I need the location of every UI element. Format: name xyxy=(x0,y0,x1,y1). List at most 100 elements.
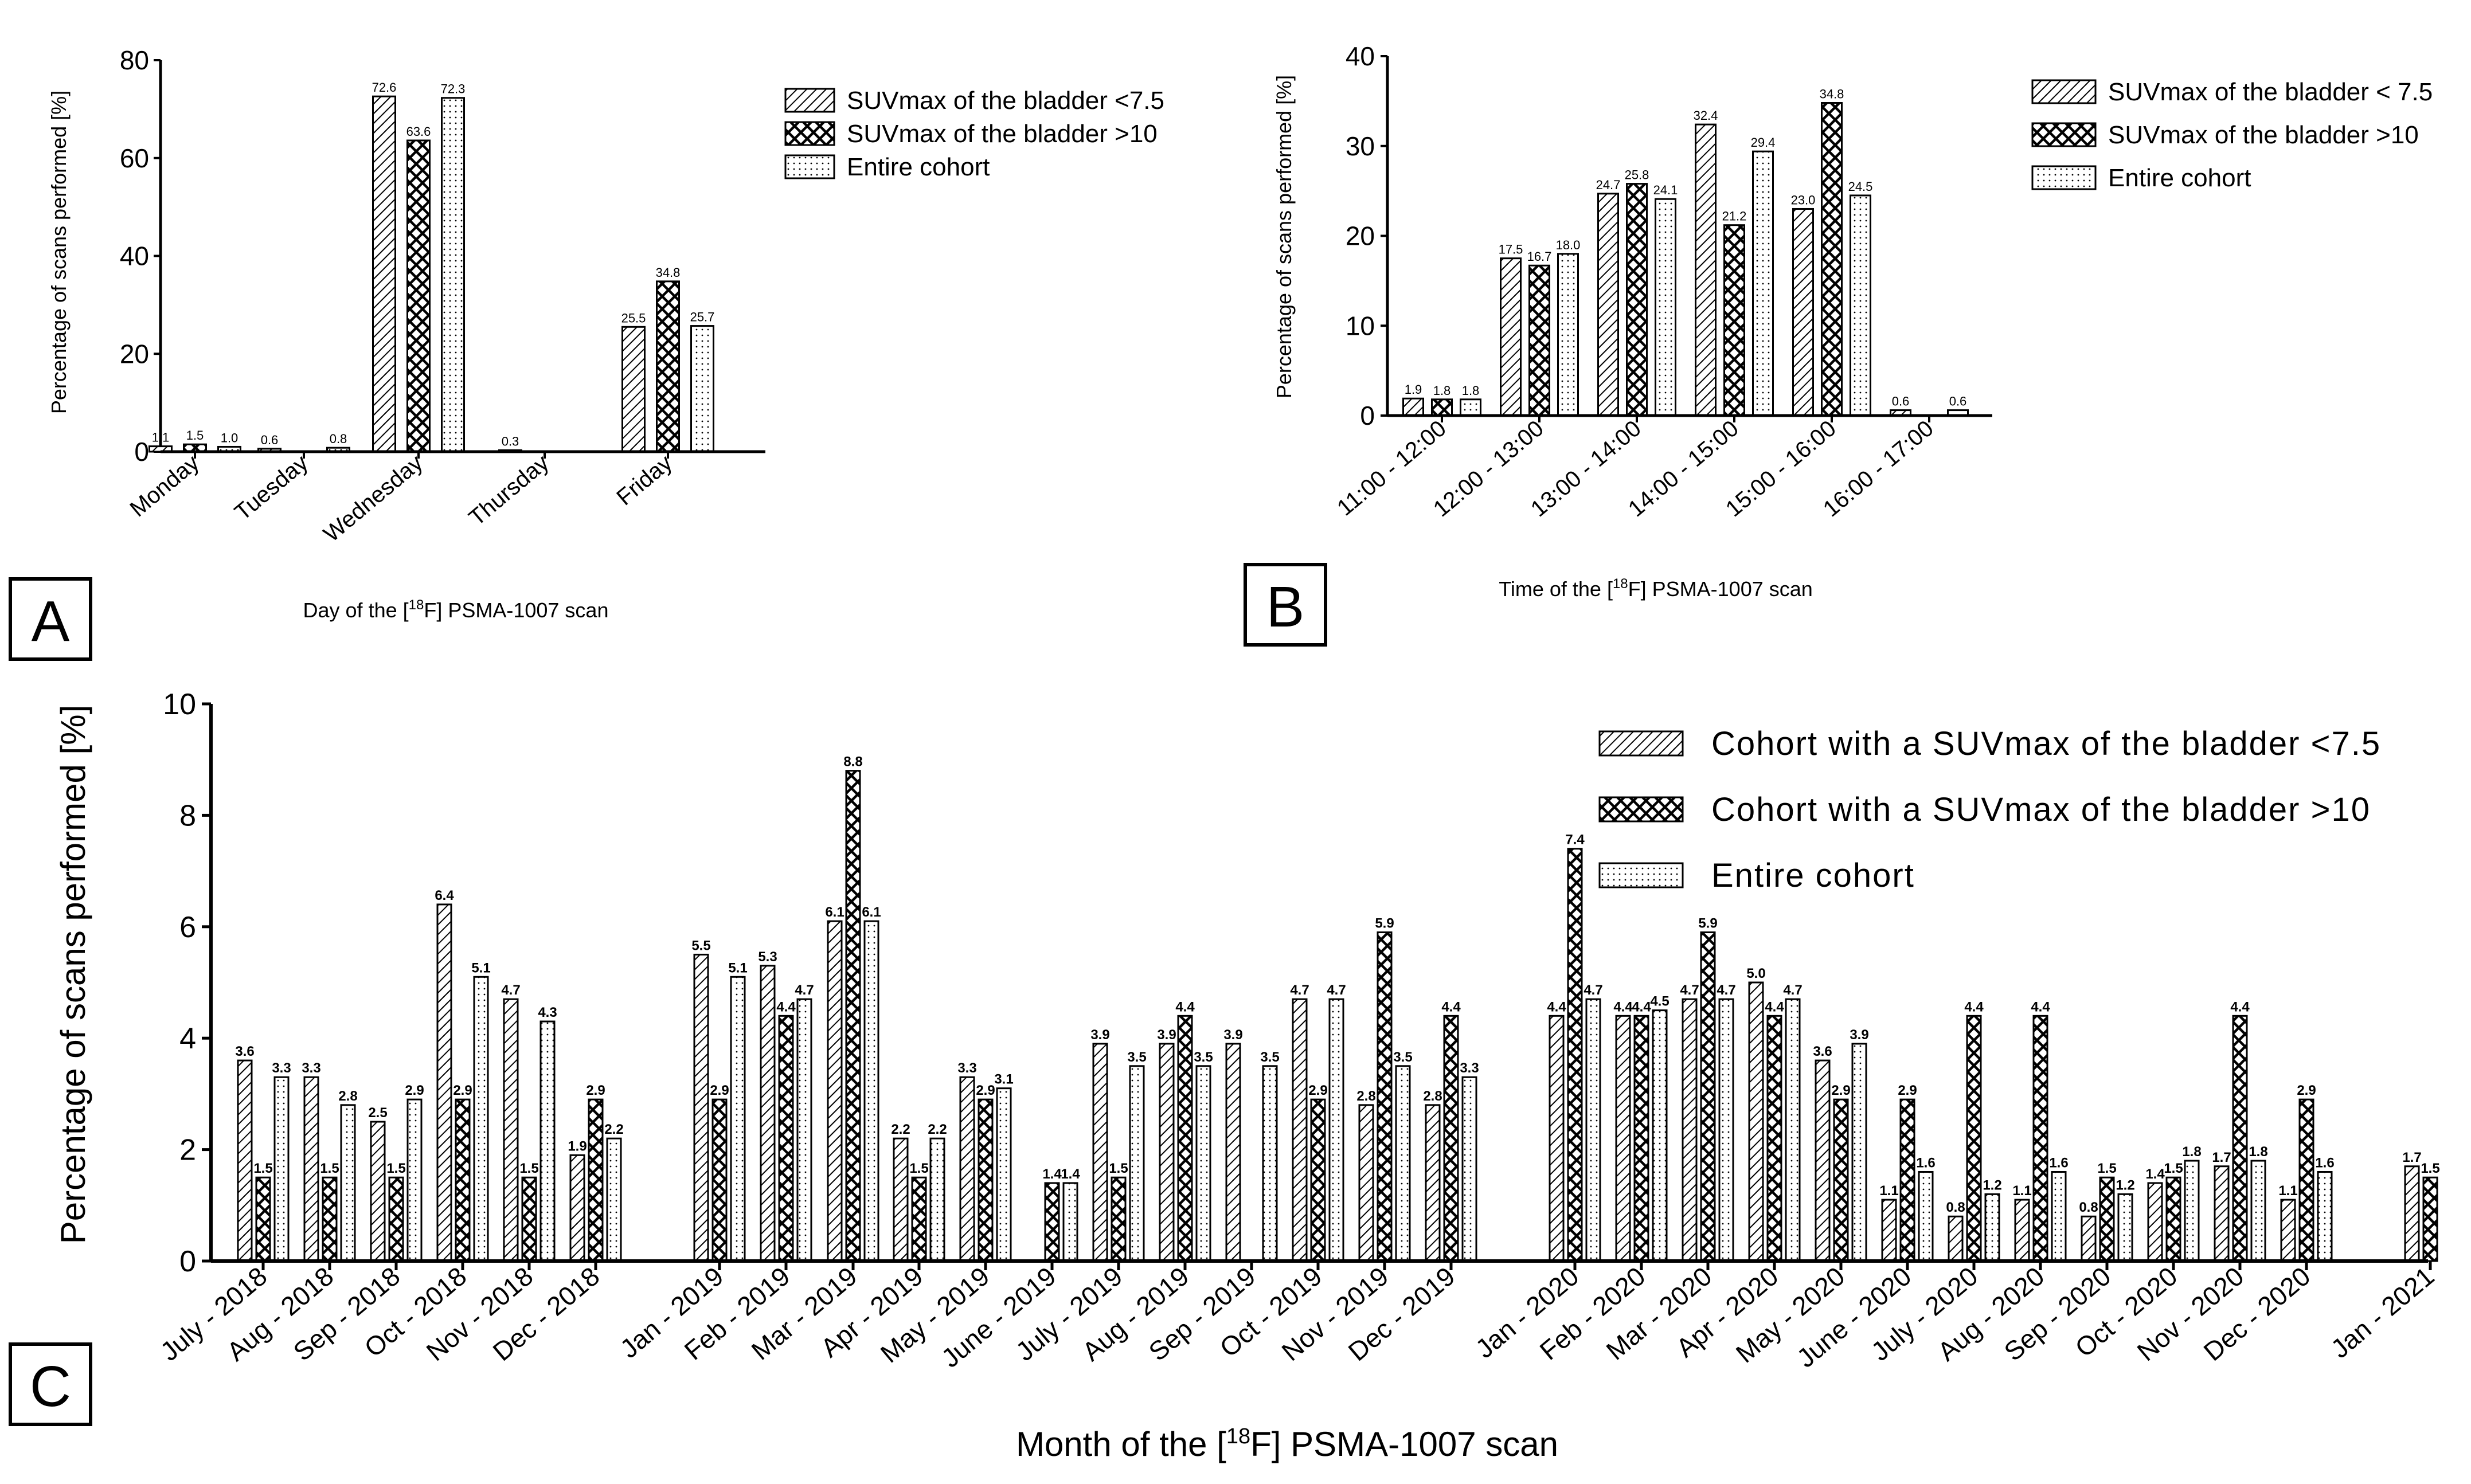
panel-a-data-label: 72.3 xyxy=(441,82,466,96)
panel-c-bar xyxy=(1092,1043,1108,1262)
panel-b-bar xyxy=(1850,194,1871,417)
panel-c-bar xyxy=(978,1098,994,1262)
panel-b-data-label: 18.0 xyxy=(1556,238,1581,252)
panel-c-data-label: 3.9 xyxy=(1850,1027,1868,1043)
panel-c-data-label: 3.3 xyxy=(957,1060,976,1076)
panel-c-data-label: 1.6 xyxy=(2315,1155,2334,1170)
panel-c-data-label: 6.4 xyxy=(435,888,454,903)
panel-b-xlabel: Time of the [18F] PSMA-1007 scan xyxy=(1499,576,1813,601)
panel-c-data-label: 5.1 xyxy=(471,960,490,976)
panel-c-data-label: 3.9 xyxy=(1157,1027,1176,1043)
panel-c-bar xyxy=(237,1059,253,1262)
panel-c-bar xyxy=(2404,1165,2420,1262)
panel-c-bar xyxy=(588,1098,604,1262)
panel-c-data-label: 4.7 xyxy=(1717,982,1735,998)
panel-c-data-label: 1.5 xyxy=(909,1161,928,1176)
panel-b-legend: SUVmax of the bladder < 7.5 SUVmax of the… xyxy=(2031,78,2433,192)
panel-c-data-label: 3.5 xyxy=(1260,1050,1279,1065)
panel-c-data-label: 5.3 xyxy=(758,949,777,965)
panel-c-data-label: 1.4 xyxy=(1061,1166,1080,1182)
panel-c-legend-swatch xyxy=(1598,796,1684,823)
panel-b-y-tick-label: 10 xyxy=(1346,311,1375,340)
panel-c-bar xyxy=(1766,1015,1782,1262)
panel-c-y-tick-label: 6 xyxy=(179,911,196,944)
panel-c-data-label: 1.7 xyxy=(2212,1150,2231,1165)
panel-b-data-label: 24.7 xyxy=(1596,178,1621,192)
panel-c-bar xyxy=(959,1076,975,1262)
panel-b-data-label: 32.4 xyxy=(1694,108,1718,123)
panel-c-bar xyxy=(455,1098,471,1262)
panel-b-y-axis: 0 10 20 30 40 xyxy=(1346,41,1389,430)
panel-c-bar xyxy=(2051,1170,2067,1262)
panel-c-legend-label: Entire cohort xyxy=(1711,857,1915,894)
panel-c-data-label: 2.8 xyxy=(1356,1088,1375,1104)
panel-c-bars: 3.6 1.5 3.3 3.3 1.5 2.8 2.5 1.5 2.9 6.4 2.9 5.1 4.7 1… xyxy=(235,754,2440,1262)
panel-c-data-label: 3.3 xyxy=(272,1060,291,1076)
panel-a: Percentage of scans performed [%] 0 20 40 6… xyxy=(9,45,1164,661)
panel-c-data-label: 1.2 xyxy=(2116,1177,2134,1193)
panel-a-data-label: 25.7 xyxy=(690,310,715,324)
panel-c-data-label: 2.2 xyxy=(604,1122,623,1137)
panel-c-data-label: 1.5 xyxy=(320,1161,339,1176)
panel-a-legend-swatch xyxy=(784,154,835,179)
panel-a-x-tick-label: Thursday xyxy=(464,450,554,531)
panel-c-data-label: 2.8 xyxy=(338,1088,357,1104)
panel-b-label: B xyxy=(1266,575,1305,639)
panel-b-bar xyxy=(1723,224,1745,417)
panel-c-xlabel: Month of the [18F] PSMA-1007 scan xyxy=(1016,1424,1558,1463)
panel-c-data-label: 3.6 xyxy=(1813,1044,1832,1059)
panel-c-bar xyxy=(1682,998,1698,1262)
panel-b-legend-label: SUVmax of the bladder < 7.5 xyxy=(2108,78,2433,106)
panel-c-data-label: 2.8 xyxy=(1423,1088,1442,1104)
panel-c-bar xyxy=(1948,1215,1964,1262)
panel-c-legend-swatch xyxy=(1598,862,1684,888)
panel-c-bar xyxy=(1129,1065,1145,1262)
panel-b-data-label: 0.6 xyxy=(1949,394,1967,409)
panel-c-bar xyxy=(1310,1098,1326,1262)
panel-c-data-label: 7.4 xyxy=(1565,832,1585,848)
panel-c-bar xyxy=(1044,1182,1060,1262)
panel-c-bar xyxy=(273,1076,290,1262)
panel-c-data-label: 4.7 xyxy=(501,982,520,998)
panel-b-legend-swatch xyxy=(2031,79,2097,104)
panel-a-bar xyxy=(441,97,465,453)
panel-c-data-label: 2.9 xyxy=(453,1083,472,1098)
panel-a-bar xyxy=(656,280,680,453)
panel-c-bar xyxy=(436,903,452,1262)
panel-b-bars: 1.9 1.8 1.8 17.5 16.7 18.0 24.7 25.8 24.1 32.4 21.… xyxy=(1402,87,1969,417)
panel-a-data-label: 1.0 xyxy=(221,430,239,445)
panel-b-data-label: 24.1 xyxy=(1653,183,1678,197)
panel-c-bar xyxy=(1652,1009,1668,1262)
panel-a-y-tick-label: 40 xyxy=(120,241,149,271)
panel-a-data-label: 0.6 xyxy=(261,433,279,447)
panel-b-y-tick-label: 40 xyxy=(1346,41,1375,71)
panel-c-bar xyxy=(1159,1043,1175,1262)
panel-c-bar xyxy=(1225,1043,1241,1262)
panel-b-data-label: 17.5 xyxy=(1499,242,1523,257)
panel-b-bar xyxy=(1597,193,1619,417)
panel-c-bar xyxy=(796,998,812,1262)
panel-a-data-label: 1.5 xyxy=(186,428,204,443)
panel-c-data-label: 3.1 xyxy=(994,1072,1013,1087)
panel-c-data-label: 3.6 xyxy=(235,1044,254,1059)
panel-c-bar xyxy=(863,920,879,1262)
panel-c-bar xyxy=(1851,1043,1867,1262)
panel-c-data-label: 4.4 xyxy=(1765,999,1784,1015)
panel-c-bar xyxy=(1443,1015,1459,1262)
panel-c-data-label: 4.7 xyxy=(1290,982,1309,998)
panel-c-legend: Cohort with a SUVmax of the bladder <7.5… xyxy=(1598,725,2380,894)
panel-c-bar xyxy=(322,1176,338,1262)
panel-a-legend-swatch xyxy=(784,121,835,146)
panel-b-bar xyxy=(1557,253,1579,417)
panel-c-y-tick-label: 8 xyxy=(179,799,196,832)
panel-a-legend-swatch xyxy=(784,88,835,113)
panel-b-bar xyxy=(1626,183,1648,417)
panel-c-bar xyxy=(1918,1170,1934,1262)
panel-c-data-label: 1.4 xyxy=(1042,1166,1062,1182)
panel-b-bar xyxy=(1752,150,1774,417)
panel-c-data-label: 4.3 xyxy=(538,1005,557,1020)
panel-c-data-label: 4.4 xyxy=(1175,999,1195,1015)
panel-c-bar xyxy=(2214,1165,2230,1262)
panel-c-data-label: 2.9 xyxy=(710,1083,729,1098)
